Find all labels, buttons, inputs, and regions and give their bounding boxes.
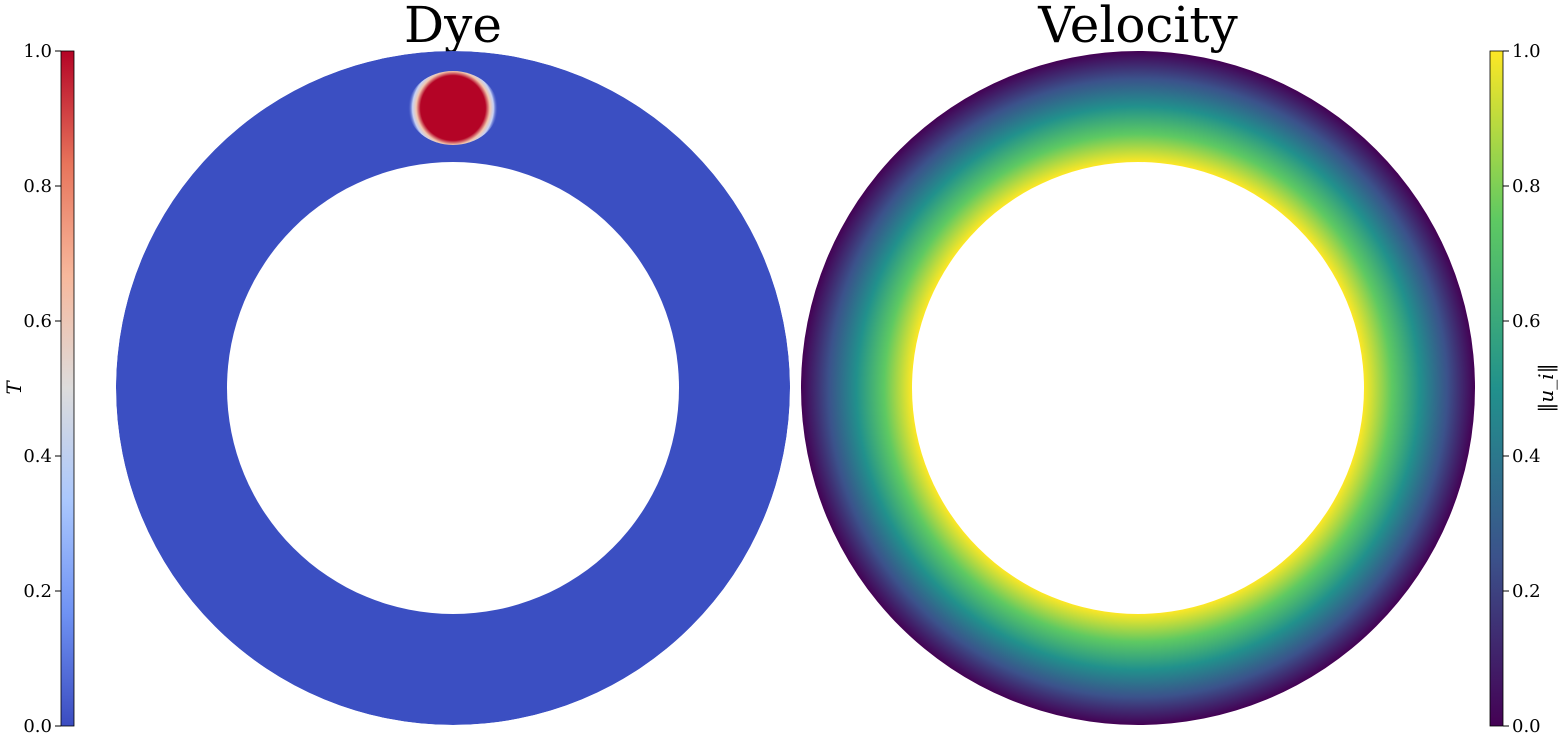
- dye-panel: Dye: [116, 0, 790, 725]
- velocity-hole: [912, 162, 1364, 614]
- colorbar-velocity-tick-label: 0.0: [1512, 716, 1541, 737]
- dye-title: Dye: [404, 0, 502, 54]
- dye-annulus: [116, 51, 790, 725]
- colorbar-velocity-tick-label: 0.2: [1512, 581, 1541, 602]
- velocity-title: Velocity: [1037, 0, 1238, 54]
- colorbar-dye-tick-label: 0.4: [23, 446, 52, 467]
- colorbar-dye: 0.0 0.2 0.4 0.6 0.8 1.0 T: [2, 41, 75, 737]
- dye-field: [116, 51, 790, 725]
- colorbar-velocity-tick-label: 1.0: [1512, 41, 1541, 62]
- colorbar-velocity-tick-label: 0.8: [1512, 176, 1541, 197]
- dye-blob: [408, 71, 498, 145]
- colorbar-dye-label: T: [2, 380, 26, 395]
- colorbar-dye-tick-label: 1.0: [23, 41, 52, 62]
- colorbar-dye-tick-label: 0.8: [23, 176, 52, 197]
- colorbar-dye-tick-label: 0.0: [23, 716, 52, 737]
- colorbar-velocity-label: ‖u_i‖: [1534, 363, 1559, 412]
- colorbar-velocity-tick-label: 0.4: [1512, 446, 1541, 467]
- colorbar-dye-tick-label: 0.2: [23, 581, 52, 602]
- velocity-panel: Velocity: [801, 0, 1475, 725]
- colorbar-velocity-tick-label: 0.6: [1512, 311, 1541, 332]
- colorbar-dye-bar: [60, 50, 75, 727]
- colorbar-velocity: 0.0 0.2 0.4 0.6 0.8 1.0 ‖u_i‖: [1489, 41, 1559, 737]
- colorbar-dye-tick-label: 0.6: [23, 311, 52, 332]
- colorbar-velocity-bar: [1489, 50, 1504, 727]
